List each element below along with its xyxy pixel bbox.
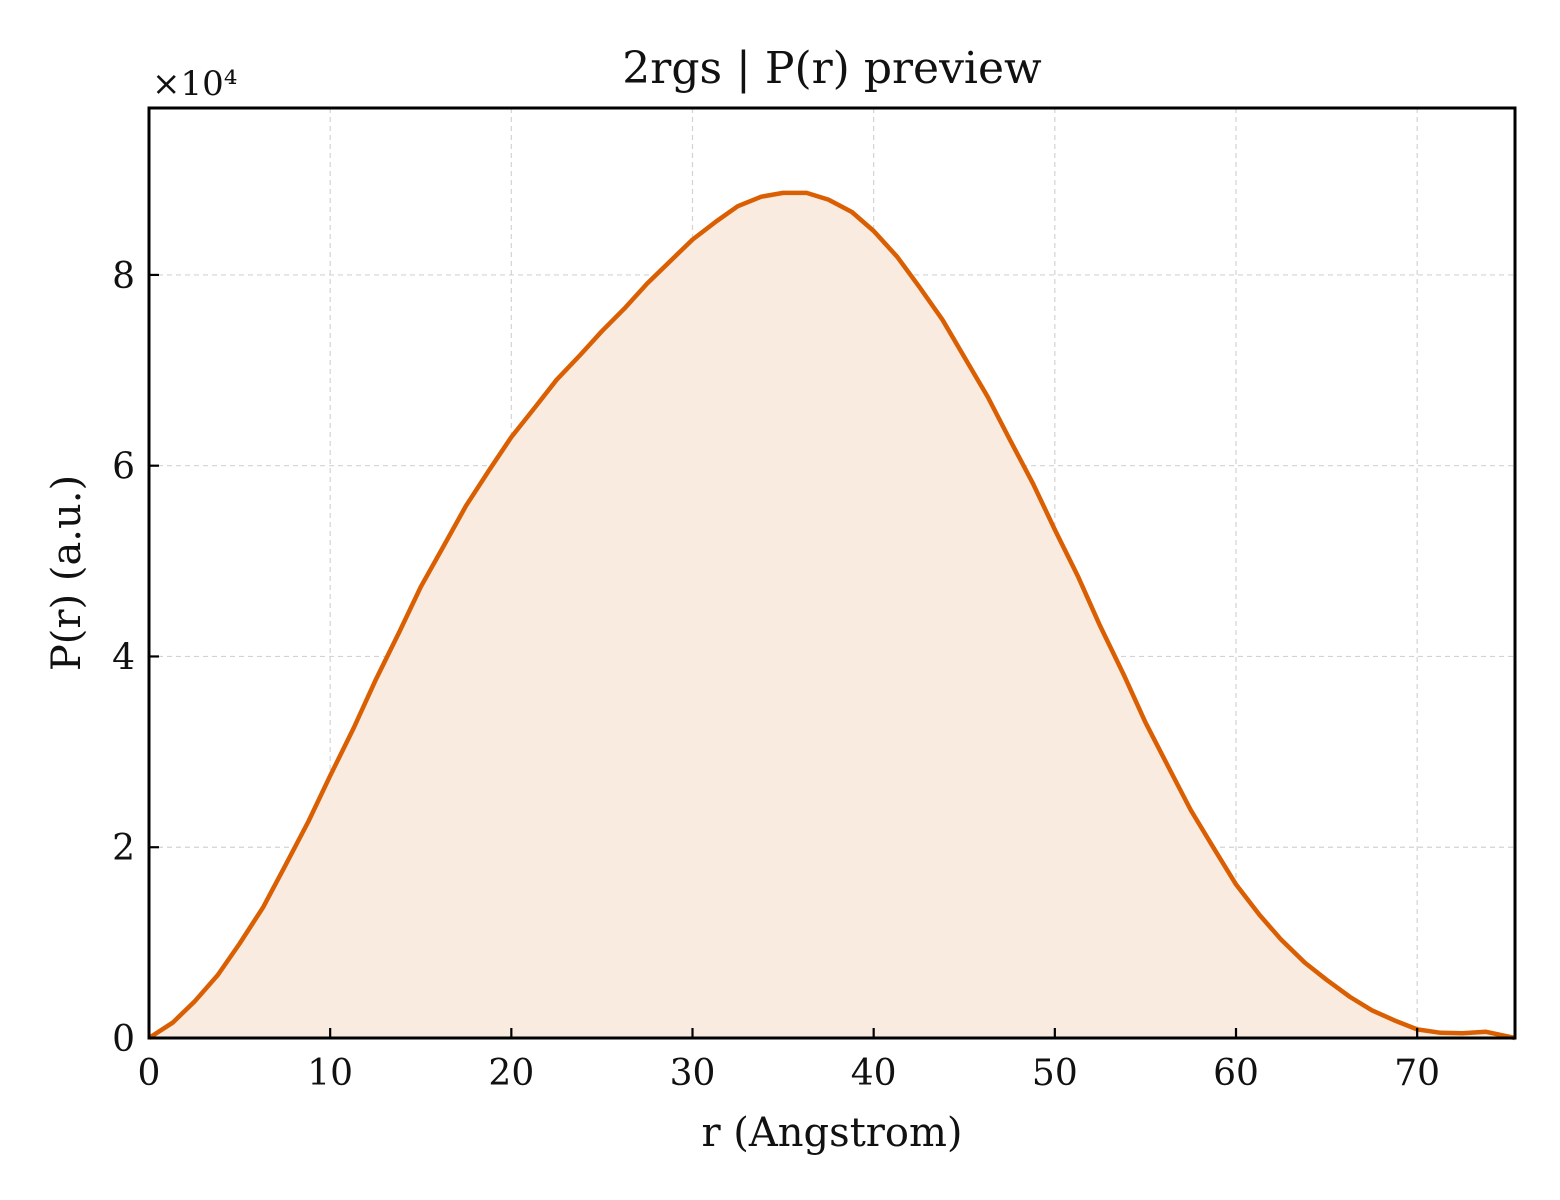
x-tick-label: 40 (851, 1053, 897, 1094)
pr-series-line (147, 190, 1516, 1041)
y-axis-label: P(r) (a.u.) (44, 475, 90, 671)
y-tick-label: 2 (112, 828, 135, 869)
pr-area-fill (149, 192, 1515, 1038)
y-tick-label: 0 (112, 1019, 135, 1060)
x-tick-label: 50 (1032, 1053, 1078, 1094)
x-axis-label: r (Angstrom) (701, 1110, 962, 1156)
y-tick-label: 6 (112, 447, 135, 488)
axis-ticks (147, 273, 1419, 1040)
x-tick-label: 70 (1394, 1053, 1440, 1094)
x-tick-label: 20 (488, 1053, 534, 1094)
x-tick-label: 10 (307, 1053, 353, 1094)
y-tick-label: 4 (112, 637, 135, 678)
y-tick-label: 8 (112, 256, 135, 297)
plot-frame (147, 106, 1517, 1040)
y-axis-multiplier: ×10⁴ (152, 64, 237, 104)
x-tick-label: 0 (138, 1053, 161, 1094)
chart-title: 2rgs | P(r) preview (622, 43, 1042, 94)
x-tick-label: 30 (670, 1053, 716, 1094)
x-tick-label: 60 (1213, 1053, 1259, 1094)
